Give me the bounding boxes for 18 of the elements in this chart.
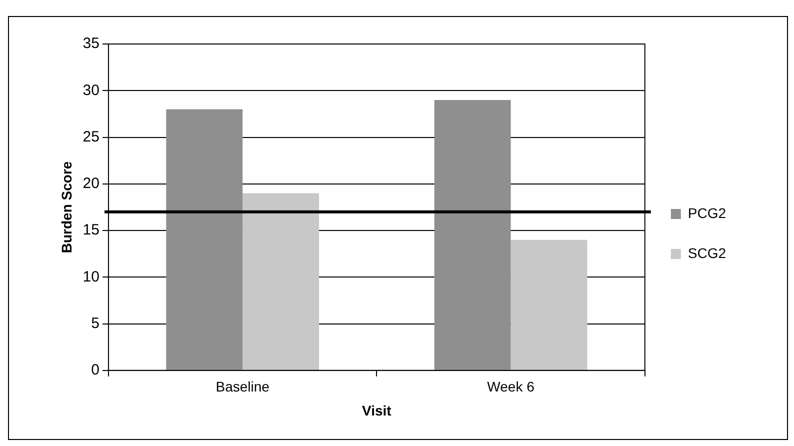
y-tick-label: 30 bbox=[82, 82, 100, 99]
bar bbox=[510, 240, 588, 370]
legend-label: SCG2 bbox=[688, 244, 726, 261]
y-tick-label: 5 bbox=[91, 314, 100, 332]
x-axis-title: Visit bbox=[362, 402, 392, 418]
y-tick-label: 35 bbox=[82, 35, 100, 52]
bar bbox=[166, 109, 243, 370]
y-tick-label: 10 bbox=[82, 268, 100, 286]
bar bbox=[242, 193, 320, 370]
y-tick-label: 25 bbox=[82, 128, 100, 146]
y-tick-label: 20 bbox=[82, 175, 100, 192]
x-tick-label: Baseline bbox=[216, 378, 270, 395]
legend-label: PCG2 bbox=[688, 204, 726, 221]
y-tick-label: 15 bbox=[82, 222, 100, 239]
x-tick-label: Week 6 bbox=[487, 378, 535, 395]
bar bbox=[434, 100, 511, 370]
y-tick-label: 0 bbox=[91, 362, 100, 379]
y-axis-title: Burden Score bbox=[58, 161, 74, 254]
